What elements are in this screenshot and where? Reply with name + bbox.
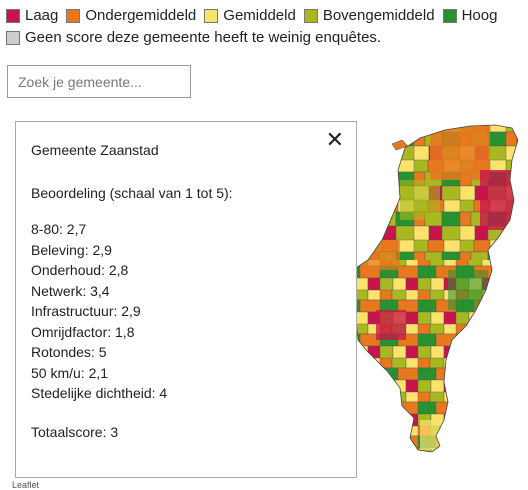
- legend-label-gemiddeld: Gemiddeld: [223, 7, 296, 24]
- legend-row-scores: Laag Ondergemiddeld Gemiddeld Bovengemid…: [6, 6, 526, 28]
- choropleth-map[interactable]: [0, 120, 528, 487]
- legend-label-laag: Laag: [25, 7, 59, 24]
- score-list: 8-80: 2,7 Beleving: 2,9 Onderhoud: 2,8 N…: [31, 219, 341, 404]
- legend-label-ondergemiddeld: Ondergemiddeld: [85, 7, 197, 24]
- legend-item-hoog: Hoog: [442, 6, 498, 26]
- search-input[interactable]: [7, 65, 191, 98]
- legend-item-laag: Laag: [6, 6, 58, 26]
- legend-swatch-bovengemiddeld: [303, 9, 318, 23]
- popup-title: Gemeente Zaanstad: [31, 142, 159, 158]
- close-icon[interactable]: ✕: [325, 128, 344, 153]
- map-container[interactable]: [0, 120, 528, 487]
- municipality-popup: ✕ Gemeente Zaanstad Beoordeling (schaal …: [15, 121, 357, 478]
- score-row: Onderhoud: 2,8: [31, 262, 129, 278]
- map-attribution[interactable]: Leaflet: [12, 480, 40, 490]
- legend-item-gemiddeld: Gemiddeld: [204, 6, 296, 26]
- score-row: Netwerk: 3,4: [31, 282, 110, 299]
- legend-label-bovengemiddeld: Bovengemiddeld: [322, 7, 435, 24]
- legend-swatch-geen-score: [6, 31, 20, 45]
- map-legend: Laag Ondergemiddeld Gemiddeld Bovengemid…: [6, 6, 526, 50]
- legend-row-no-score: Geen score deze gemeente heeft te weinig…: [6, 28, 526, 50]
- legend-item-geen-score: Geen score deze gemeente heeft te weinig…: [6, 28, 381, 48]
- score-row: 8-80: 2,7: [31, 221, 87, 237]
- legend-swatch-hoog: [442, 9, 457, 23]
- legend-swatch-ondergemiddeld: [66, 9, 81, 23]
- legend-item-bovengemiddeld: Bovengemiddeld: [303, 6, 435, 26]
- score-row: Omrijdfactor: 1,8: [31, 323, 135, 340]
- legend-item-ondergemiddeld: Ondergemiddeld: [66, 6, 196, 26]
- score-row: Beleving: 2,9: [31, 241, 112, 258]
- score-row: Stedelijke dichtheid: 4: [31, 385, 168, 401]
- total-score: Totaalscore: 3: [31, 423, 119, 440]
- score-row: Infrastructuur: 2,9: [31, 303, 141, 319]
- legend-swatch-gemiddeld: [204, 9, 219, 23]
- score-row: Rotondes: 5: [31, 344, 107, 360]
- legend-swatch-laag: [6, 9, 20, 23]
- score-row: 50 km/u: 2,1: [31, 364, 109, 381]
- legend-label-hoog: Hoog: [461, 7, 498, 24]
- popup-subtitle: Beoordeling (schaal van 1 tot 5):: [31, 184, 233, 201]
- municipality-regions[interactable]: [340, 120, 528, 487]
- legend-label-geen-score: Geen score deze gemeente heeft te weinig…: [25, 29, 382, 46]
